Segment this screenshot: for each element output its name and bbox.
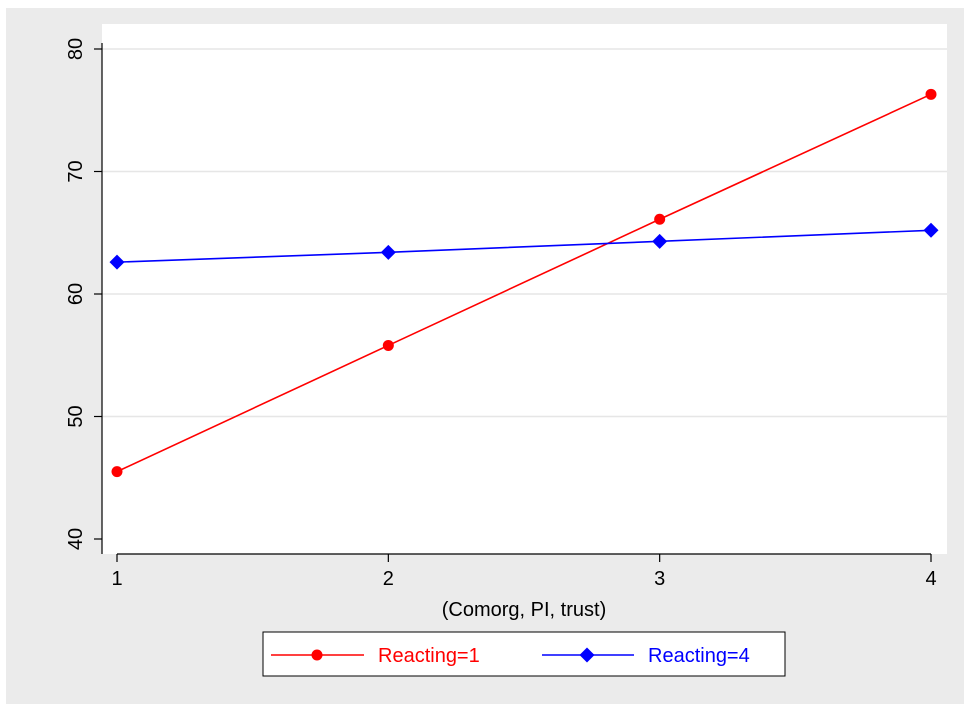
data-point	[382, 339, 394, 351]
series-2	[109, 222, 939, 270]
series-line	[116, 229, 932, 263]
y-tick-label: 80	[65, 38, 87, 60]
y-tick-label: 70	[65, 160, 87, 182]
legend-marker	[311, 649, 323, 661]
x-tick-label: 1	[111, 568, 122, 590]
legend-items: Reacting=1 Reacting=4	[271, 645, 750, 667]
legend-item: Reacting=1	[271, 645, 480, 667]
data-point	[111, 466, 123, 478]
y-tick-label: 60	[65, 283, 87, 305]
legend-marker	[579, 647, 595, 663]
series-layer	[109, 88, 939, 478]
data-point	[380, 244, 396, 260]
data-point	[654, 213, 666, 225]
series-line	[116, 93, 932, 473]
x-tick-label: 3	[654, 568, 665, 590]
legend-label: Reacting=1	[378, 645, 480, 667]
series-1	[111, 88, 937, 478]
y-tick-label: 50	[65, 405, 87, 427]
legend-item: Reacting=4	[542, 645, 750, 667]
data-point	[925, 88, 937, 100]
x-tick-label: 4	[925, 568, 936, 590]
axes: 40 50 60 70 80 1 2 3 4	[65, 38, 937, 590]
legend-label: Reacting=4	[648, 645, 750, 667]
plot-area	[102, 24, 947, 554]
gridlines	[102, 48, 947, 418]
legend: Reacting=1 Reacting=4	[262, 631, 786, 677]
y-tick-label: 40	[65, 528, 87, 550]
data-point	[109, 254, 125, 270]
legend-box	[262, 631, 786, 677]
x-tick-label: 2	[383, 568, 394, 590]
data-point	[652, 233, 668, 249]
data-point	[923, 222, 939, 238]
x-axis-title: (Comorg, PI, trust)	[442, 599, 606, 621]
